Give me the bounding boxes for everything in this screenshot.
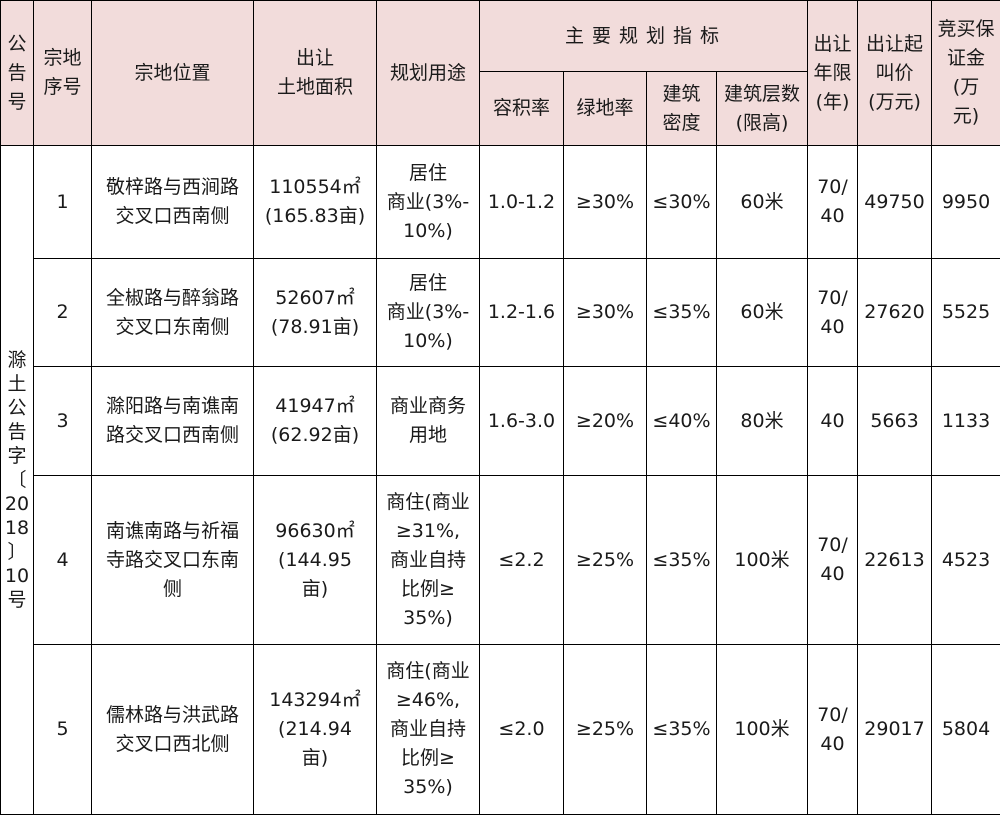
cell-plot-no: 3 — [34, 367, 92, 476]
cell-use: 居住 商业(3%- 10%) — [377, 146, 480, 259]
cell-term: 70/ 40 — [808, 645, 858, 815]
cell-area: 41947㎡ (62.92亩) — [254, 367, 377, 476]
table-row: 5 儒林路与洪武路 交叉口西北侧 143294㎡ (214.94 亩) 商住(商… — [1, 645, 1000, 815]
cell-plot-no: 1 — [34, 146, 92, 259]
cell-area: 110554㎡ (165.83亩) — [254, 146, 377, 259]
cell-green: ≥30% — [564, 259, 647, 367]
cell-area: 143294㎡ (214.94 亩) — [254, 645, 377, 815]
cell-green: ≥30% — [564, 146, 647, 259]
cell-green: ≥20% — [564, 367, 647, 476]
cell-deposit: 1133 — [932, 367, 1000, 476]
cell-start-price: 22613 — [858, 476, 932, 645]
cell-far: ≤2.0 — [480, 645, 564, 815]
cell-term: 40 — [808, 367, 858, 476]
header-location: 宗地位置 — [92, 1, 254, 146]
cell-far: ≤2.2 — [480, 476, 564, 645]
header-use: 规划用途 — [377, 1, 480, 146]
header-plot-no: 宗地 序号 — [34, 1, 92, 146]
cell-plot-no: 2 — [34, 259, 92, 367]
cell-far: 1.6-3.0 — [480, 367, 564, 476]
cell-start-price: 49750 — [858, 146, 932, 259]
header-row-top: 公 告 号 宗地 序号 宗地位置 出让 土地面积 规划用途 主要规划指标 出让 … — [1, 1, 1000, 72]
cell-area: 96630㎡ (144.95 亩) — [254, 476, 377, 645]
cell-location: 敬梓路与西涧路 交叉口西南侧 — [92, 146, 254, 259]
cell-location: 儒林路与洪武路 交叉口西北侧 — [92, 645, 254, 815]
cell-density: ≤35% — [647, 476, 717, 645]
cell-start-price: 29017 — [858, 645, 932, 815]
cell-start-price: 27620 — [858, 259, 932, 367]
cell-floors: 100米 — [717, 476, 808, 645]
cell-location: 南谯南路与祈福 寺路交叉口东南 侧 — [92, 476, 254, 645]
header-announcement: 公 告 号 — [1, 1, 34, 146]
header-indicators-group: 主要规划指标 — [480, 1, 808, 72]
cell-density: ≤35% — [647, 645, 717, 815]
cell-deposit: 5804 — [932, 645, 1000, 815]
cell-use: 商业商务 用地 — [377, 367, 480, 476]
cell-use: 商住(商业 ≥46%, 商业自持 比例≥ 35%) — [377, 645, 480, 815]
cell-deposit: 5525 — [932, 259, 1000, 367]
cell-term: 70/ 40 — [808, 259, 858, 367]
header-term: 出让 年限 (年) — [808, 1, 858, 146]
cell-use: 居住 商业(3%- 10%) — [377, 259, 480, 367]
cell-density: ≤40% — [647, 367, 717, 476]
cell-location: 滁阳路与南谯南 路交叉口西南侧 — [92, 367, 254, 476]
header-floors: 建筑层数 (限高) — [717, 72, 808, 146]
table-row: 滁 土 公 告 字 〔 20 18 〕 10 号 1 敬梓路与西涧路 交叉口西南… — [1, 146, 1000, 259]
cell-floors: 60米 — [717, 146, 808, 259]
cell-area: 52607㎡ (78.91亩) — [254, 259, 377, 367]
announcement-number: 滁 土 公 告 字 〔 20 18 〕 10 号 — [1, 146, 34, 815]
cell-plot-no: 5 — [34, 645, 92, 815]
cell-far: 1.2-1.6 — [480, 259, 564, 367]
header-deposit: 竞买保 证金 (万 元) — [932, 1, 1000, 146]
cell-green: ≥25% — [564, 476, 647, 645]
cell-plot-no: 4 — [34, 476, 92, 645]
cell-term: 70/ 40 — [808, 146, 858, 259]
table-row: 3 滁阳路与南谯南 路交叉口西南侧 41947㎡ (62.92亩) 商业商务 用… — [1, 367, 1000, 476]
cell-deposit: 4523 — [932, 476, 1000, 645]
table-row: 4 南谯南路与祈福 寺路交叉口东南 侧 96630㎡ (144.95 亩) 商住… — [1, 476, 1000, 645]
cell-far: 1.0-1.2 — [480, 146, 564, 259]
cell-floors: 100米 — [717, 645, 808, 815]
header-green: 绿地率 — [564, 72, 647, 146]
table-row: 2 全椒路与醉翁路 交叉口东南侧 52607㎡ (78.91亩) 居住 商业(3… — [1, 259, 1000, 367]
cell-floors: 60米 — [717, 259, 808, 367]
cell-density: ≤35% — [647, 259, 717, 367]
cell-use: 商住(商业 ≥31%, 商业自持 比例≥ 35%) — [377, 476, 480, 645]
cell-location: 全椒路与醉翁路 交叉口东南侧 — [92, 259, 254, 367]
header-area: 出让 土地面积 — [254, 1, 377, 146]
header-density: 建筑 密度 — [647, 72, 717, 146]
header-far: 容积率 — [480, 72, 564, 146]
cell-term: 70/ 40 — [808, 476, 858, 645]
cell-green: ≥25% — [564, 645, 647, 815]
cell-density: ≤30% — [647, 146, 717, 259]
cell-floors: 80米 — [717, 367, 808, 476]
header-start-price: 出让起 叫价 (万元) — [858, 1, 932, 146]
cell-deposit: 9950 — [932, 146, 1000, 259]
cell-start-price: 5663 — [858, 367, 932, 476]
